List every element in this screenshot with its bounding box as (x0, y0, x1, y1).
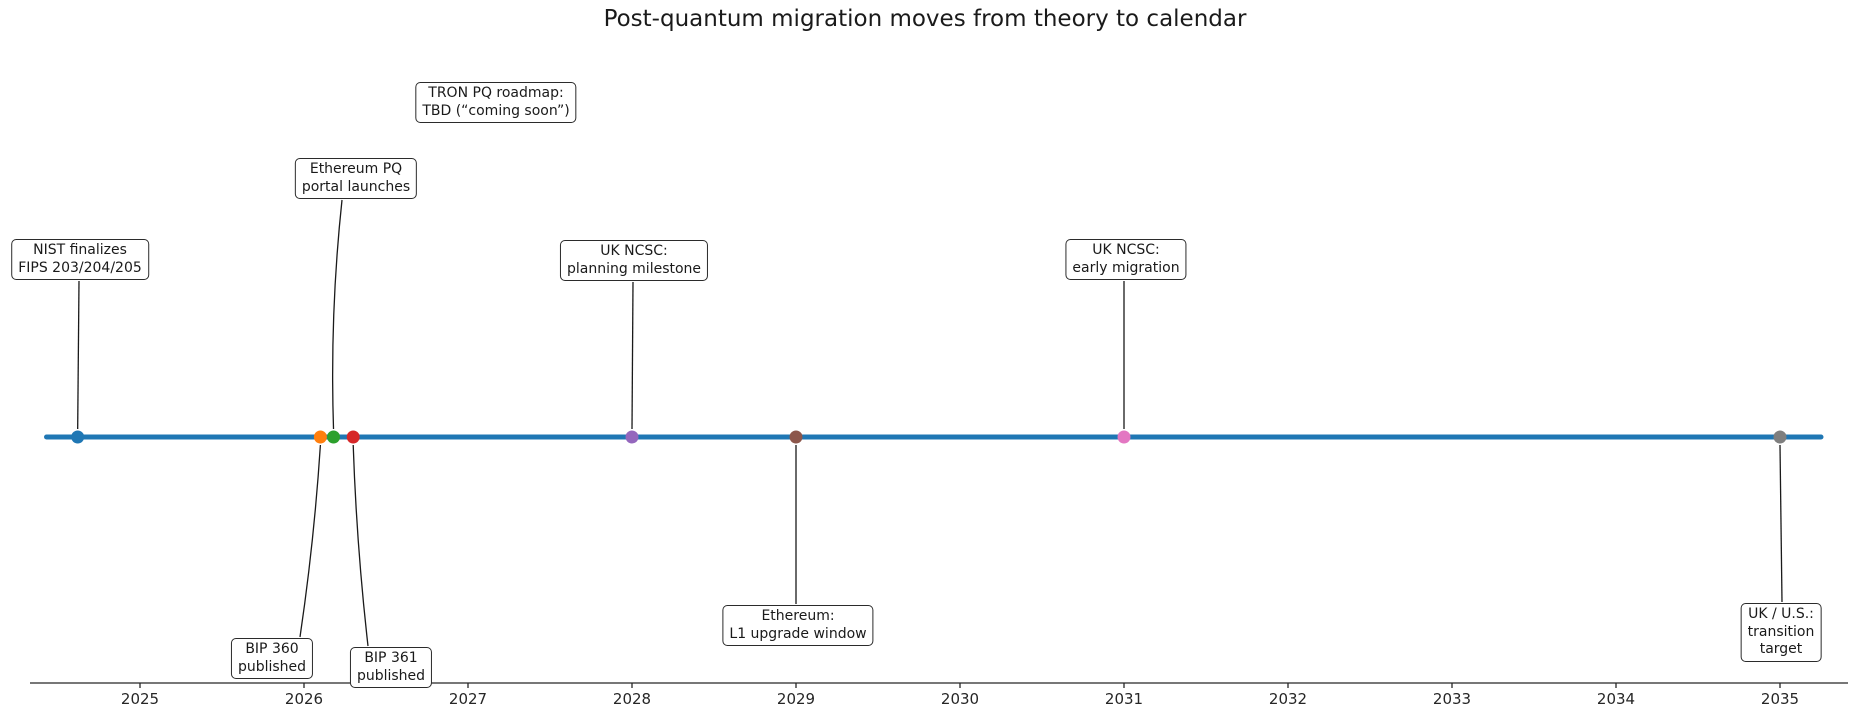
floating-annotation: TRON PQ roadmap: TBD (“coming soon”) (415, 82, 577, 123)
event-marker (1773, 430, 1787, 444)
axis-tick-label: 2025 (121, 690, 159, 708)
axis-tick-label: 2028 (613, 690, 651, 708)
leader-line (631, 281, 634, 430)
event-marker (1117, 430, 1131, 444)
event-marker (625, 430, 639, 444)
event-label: UK NCSC: early migration (1065, 239, 1187, 280)
axis-tick-label: 2029 (777, 690, 815, 708)
axis-tick-label: 2035 (1761, 690, 1799, 708)
leader-line (331, 199, 343, 430)
leader-line (352, 444, 369, 647)
event-label: BIP 361 published (349, 647, 433, 688)
event-marker (71, 430, 85, 444)
event-marker (313, 430, 327, 444)
event-label: UK / U.S.: transition target (1740, 603, 1822, 662)
event-marker (346, 430, 360, 444)
axis-tick-label: 2031 (1105, 690, 1143, 708)
leader-line (1779, 444, 1783, 603)
chart-title: Post-quantum migration moves from theory… (603, 6, 1247, 32)
axis-tick-label: 2032 (1269, 690, 1307, 708)
axis-tick-label: 2030 (941, 690, 979, 708)
event-marker (789, 430, 803, 444)
axis-tick-label: 2027 (449, 690, 487, 708)
axis-tick-label: 2026 (285, 690, 323, 708)
leader-line (299, 444, 322, 638)
event-label: UK NCSC: planning milestone (559, 240, 709, 281)
event-marker (327, 430, 341, 444)
event-label: Ethereum PQ portal launches (294, 158, 418, 199)
axis-tick-label: 2033 (1433, 690, 1471, 708)
event-label: BIP 360 published (230, 638, 314, 679)
leader-line (77, 280, 80, 430)
axis-tick-label: 2034 (1597, 690, 1635, 708)
event-label: Ethereum: L1 upgrade window (722, 605, 874, 646)
event-label: NIST finalizes FIPS 203/204/205 (11, 239, 149, 280)
